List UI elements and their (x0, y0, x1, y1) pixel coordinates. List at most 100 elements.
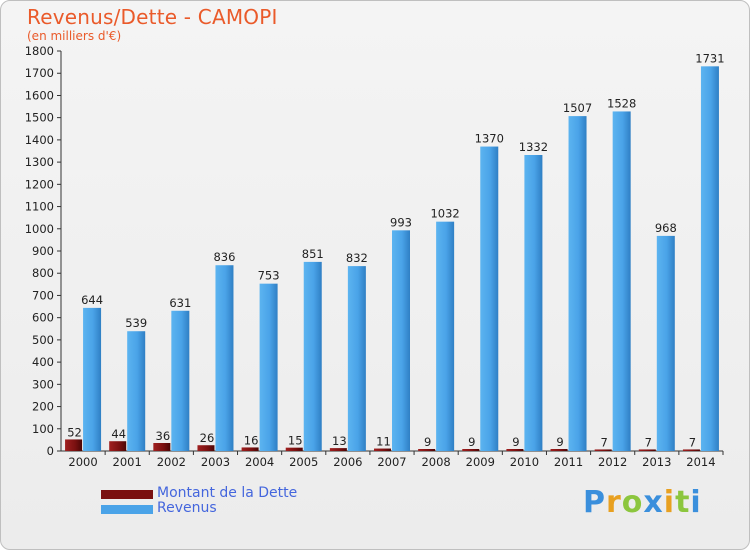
legend-item-revenue: Revenus (101, 500, 341, 518)
y-tick-label: 200 (32, 400, 54, 414)
bar-debt (550, 449, 568, 451)
bar-debt (418, 449, 436, 451)
bar-debt (153, 443, 171, 451)
bar-debt (506, 449, 524, 451)
x-tick-label: 2013 (642, 455, 671, 469)
data-label-debt: 11 (376, 435, 391, 449)
y-tick-label: 700 (32, 288, 54, 302)
x-tick-label: 2014 (686, 455, 715, 469)
bar-revenue (436, 221, 455, 451)
data-label-debt: 9 (468, 435, 475, 449)
x-tick-label: 2008 (421, 455, 450, 469)
x-tick-label: 2005 (289, 455, 318, 469)
bar-debt (285, 447, 303, 451)
legend-item-debt: Montant de la Dette (101, 485, 341, 503)
logo-letter: P (583, 485, 606, 520)
data-label-revenue: 1528 (607, 96, 636, 110)
data-label-debt: 9 (512, 435, 519, 449)
bar-revenue (480, 146, 499, 452)
x-tick-label: 2000 (68, 455, 97, 469)
x-tick-label: 2011 (554, 455, 583, 469)
logo-letter: x (643, 485, 664, 520)
bar-debt (65, 439, 83, 451)
data-label-debt: 26 (200, 431, 215, 445)
y-tick-label: 600 (32, 311, 54, 325)
y-tick-label: 1800 (25, 44, 54, 58)
legend-label-debt: Montant de la Dette (157, 485, 298, 501)
y-tick-label: 1000 (25, 222, 54, 236)
logo-letter: i (663, 485, 676, 520)
y-tick-label: 1600 (25, 88, 54, 102)
data-label-revenue: 1370 (475, 132, 504, 146)
legend-swatch-debt (101, 490, 153, 499)
x-tick-label: 2009 (466, 455, 495, 469)
bar-revenue (259, 283, 278, 451)
bar-debt (374, 448, 391, 451)
data-label-revenue: 1731 (695, 51, 724, 65)
y-tick-label: 1200 (25, 177, 54, 191)
bar-debt (329, 448, 347, 451)
bar-revenue (83, 307, 102, 451)
y-tick-label: 900 (32, 244, 54, 258)
x-tick-label: 2007 (377, 455, 406, 469)
chart-title: Revenus/Dette - CAMOPI (27, 5, 278, 29)
y-tick-label: 800 (32, 266, 54, 280)
bar-debt (594, 449, 612, 451)
data-label-debt: 7 (601, 435, 608, 449)
data-label-revenue: 993 (390, 215, 412, 229)
data-label-debt: 7 (689, 435, 696, 449)
bar-debt (462, 449, 480, 451)
x-tick-label: 2010 (510, 455, 539, 469)
bar-debt (109, 441, 127, 451)
y-tick-label: 1500 (25, 111, 54, 125)
y-tick-label: 500 (32, 333, 54, 347)
data-label-revenue: 644 (81, 293, 103, 307)
bar-revenue (392, 230, 410, 451)
data-label-revenue: 1032 (430, 207, 459, 221)
bar-revenue (215, 265, 234, 451)
data-label-debt: 16 (244, 433, 259, 447)
legend-label-revenue: Revenus (157, 500, 217, 516)
bar-revenue (656, 235, 675, 451)
bar-revenue (568, 116, 587, 451)
data-label-revenue: 1507 (563, 101, 592, 115)
y-tick-label: 0 (47, 444, 54, 458)
bar-debt (241, 447, 259, 451)
data-label-revenue: 1332 (519, 140, 548, 154)
x-tick-label: 2003 (201, 455, 230, 469)
bar-revenue (524, 155, 543, 451)
data-label-revenue: 968 (655, 221, 677, 235)
chart-subtitle: (en milliers d'€) (27, 29, 122, 43)
y-tick-label: 1700 (25, 66, 54, 80)
x-tick-label: 2001 (113, 455, 142, 469)
y-tick-label: 100 (32, 422, 54, 436)
data-label-debt: 36 (156, 429, 171, 443)
bar-revenue (303, 261, 322, 451)
legend-swatch-revenue (101, 505, 153, 514)
logo-letter: t (675, 485, 691, 520)
data-label-revenue: 631 (169, 296, 191, 310)
y-tick-label: 1300 (25, 155, 54, 169)
x-tick-label: 2012 (598, 455, 627, 469)
bar-revenue (700, 66, 719, 451)
data-label-revenue: 539 (125, 316, 147, 330)
y-tick-label: 300 (32, 377, 54, 391)
data-label-revenue: 753 (258, 269, 280, 283)
bar-revenue (127, 331, 146, 451)
logo-letter: i (690, 485, 702, 520)
data-label-debt: 13 (332, 434, 347, 448)
data-label-debt: 44 (111, 427, 126, 441)
logo-letter: o (621, 485, 644, 520)
x-tick-label: 2004 (245, 455, 274, 469)
data-label-revenue: 832 (346, 251, 368, 265)
y-tick-label: 1400 (25, 133, 54, 147)
x-tick-label: 2006 (333, 455, 362, 469)
bar-revenue (171, 310, 190, 451)
data-label-debt: 15 (288, 434, 303, 448)
x-tick-label: 2002 (157, 455, 186, 469)
bar-debt (197, 445, 215, 451)
data-label-revenue: 836 (213, 250, 235, 264)
data-label-debt: 9 (424, 435, 431, 449)
bar-revenue (612, 111, 631, 451)
